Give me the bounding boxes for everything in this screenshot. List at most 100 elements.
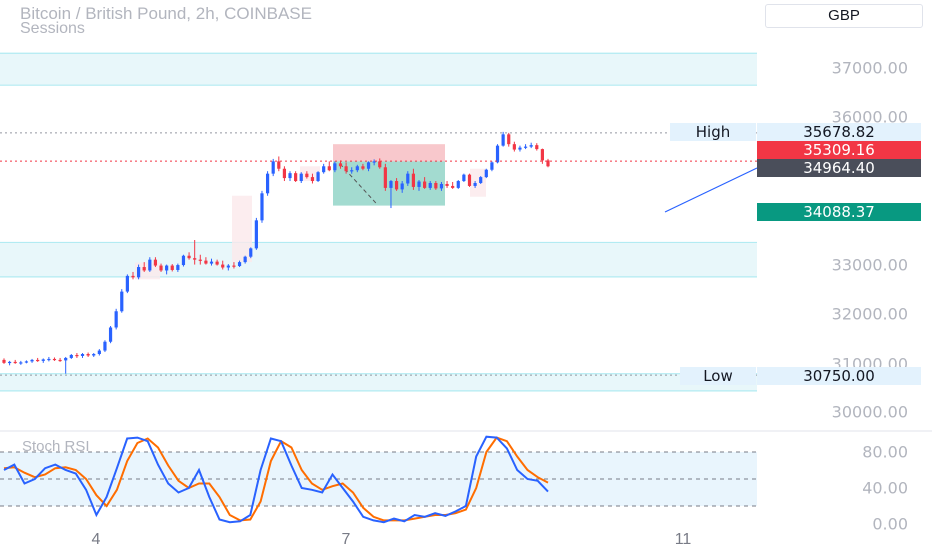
trend-line [664,167,758,213]
candle-body [226,265,230,268]
price-tick: 36000.00 [831,107,908,127]
candle-body [159,265,163,271]
candle-body [507,134,511,145]
candle-body [372,161,376,163]
session-shade [232,195,252,263]
candle-body [136,267,141,278]
candle-body [456,181,460,188]
candle-body [64,357,68,361]
candle-body [92,354,96,356]
price-tick: 32000.00 [831,304,908,324]
candle-body [540,149,544,161]
price-tick: 33000.00 [831,255,908,275]
candle-body [523,146,528,148]
candle-body [249,248,253,257]
candle-body [299,173,303,182]
candle-body [495,145,500,163]
candle-body [153,259,158,266]
time-tick: 11 [674,531,692,548]
candle-body [366,162,371,169]
support-resistance-zones [0,52,757,392]
candle-body [350,170,354,172]
candle-body [378,161,382,168]
high-label: High [670,123,756,141]
candle-body [176,265,180,270]
candle-body [103,341,107,351]
candle-body [41,359,45,361]
candle-body [52,358,57,361]
candle-body [490,162,494,170]
candle-body [8,361,12,364]
osc-tick: 80.00 [862,442,908,462]
target-price-tag: 34088.37 [757,203,921,221]
candle-body [47,358,51,361]
zone-fill [0,53,757,86]
candle-body [344,166,348,172]
stoch-rsi-pane [0,430,932,524]
candle-body [142,267,146,271]
candle-body [193,258,197,260]
zone-fill [0,373,757,391]
candle-body [451,185,455,188]
candle-body [462,174,466,182]
stoch-k-line [3,435,549,524]
candle-body [131,275,135,278]
candlestick-series [2,131,550,374]
candle-body [120,291,124,312]
candle-body [411,173,416,187]
low-label: Low [680,367,756,385]
price-lines [0,132,758,376]
candle-body [305,173,309,178]
currency-selector[interactable]: GBP [765,4,923,28]
candle-body [394,181,399,190]
candle-body [86,354,90,356]
zone-fill [0,242,757,277]
candle-body [400,183,404,190]
candle-body [69,354,73,358]
candle-body [389,181,393,188]
candle-body [19,362,23,364]
candle-body [479,177,483,183]
candle-body [13,361,17,364]
candle-body [473,182,477,186]
candle-body [24,361,29,363]
candle-body [237,262,242,267]
stoch-d-line [3,436,549,522]
candle-body [170,265,174,270]
session-shade [470,168,486,197]
candle-body [36,359,40,362]
candle-body [181,255,186,266]
osc-tick: 0.00 [872,514,908,534]
time-tick: 4 [91,531,101,548]
candle-body [327,166,331,171]
candle-body [518,147,522,150]
sessions-label: Sessions [20,20,85,37]
candle-body [406,173,410,184]
candle-body [187,255,191,259]
price-tick: 37000.00 [831,58,908,78]
candle-body [338,163,343,167]
candle-body [316,172,320,182]
candle-body [2,359,6,363]
low-value: 30750.00 [757,367,921,385]
candle-body [439,183,444,189]
candle-body [288,173,292,179]
oscillator-label: Stoch RSI [22,438,90,455]
candle-body [310,177,315,182]
candle-body [108,327,113,342]
candle-body [501,134,505,146]
candle-body [529,145,533,147]
candle-body [204,260,208,264]
candle-body [535,145,539,150]
candle-body [428,182,432,188]
candle-body [254,220,258,249]
candle-body [209,261,214,264]
candle-body [546,160,550,167]
candle-body [434,182,438,189]
session-shade [300,166,320,182]
candle-body [125,275,129,292]
candle-body [80,354,85,356]
crosshair-price-tag: 34964.40 [757,159,921,177]
candle-body [333,163,337,171]
